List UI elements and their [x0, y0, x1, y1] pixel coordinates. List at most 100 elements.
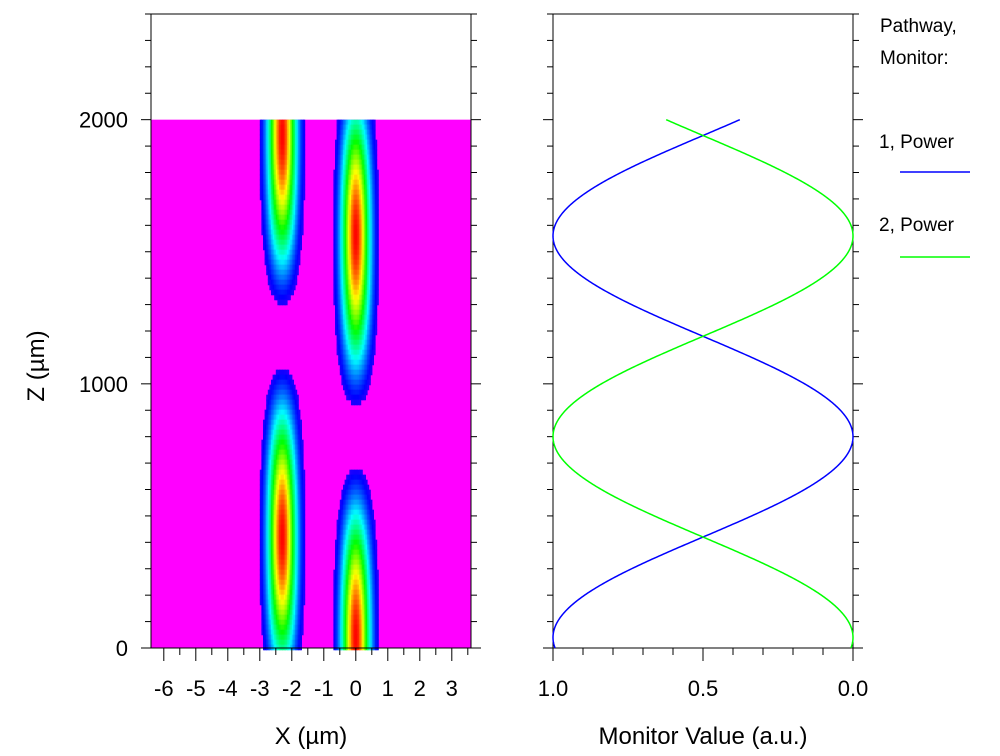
heatmap-cell	[269, 139, 272, 146]
heatmap-cell	[355, 559, 358, 566]
heatmap-cell	[344, 504, 347, 511]
heatmap-cell	[346, 359, 349, 366]
heatmap-cell	[344, 509, 347, 516]
heatmap-cell	[343, 159, 346, 166]
heatmap-cell	[336, 319, 339, 326]
heatmap-cell	[368, 554, 371, 561]
heatmap-cell	[266, 489, 269, 496]
heatmap-cell	[290, 604, 293, 611]
heatmap-cell	[285, 274, 288, 281]
heatmap-cell	[272, 624, 275, 631]
heatmap-cell	[296, 399, 299, 406]
heatmap-cell	[299, 524, 302, 531]
heatmap-cell	[335, 624, 338, 631]
heatmap-cell	[263, 559, 266, 566]
x-tick-label: -4	[218, 676, 238, 701]
heatmap-cell	[373, 119, 376, 126]
heatmap-cell	[351, 224, 354, 231]
heatmap-cell	[291, 229, 294, 236]
heatmap-cell	[285, 159, 288, 166]
heatmap-cell	[291, 264, 294, 271]
heatmap-cell	[275, 504, 278, 511]
heatmap-cell	[272, 384, 275, 391]
heatmap-cell	[295, 534, 298, 541]
heatmap-cell	[360, 294, 363, 301]
heatmap-cell	[349, 339, 352, 346]
heatmap-cell	[261, 609, 264, 616]
heatmap-cell	[279, 479, 282, 486]
heatmap-cell	[352, 119, 355, 126]
heatmap-cell	[259, 544, 262, 551]
heatmap-cell	[355, 314, 358, 321]
heatmap-cell	[375, 164, 378, 171]
heatmap-cell	[351, 524, 354, 531]
heatmap-cell	[298, 449, 301, 456]
heatmap-cell	[279, 384, 282, 391]
heatmap-cell	[279, 619, 282, 626]
heatmap-cell	[346, 234, 349, 241]
heatmap-cell	[346, 389, 349, 396]
heatmap-cell	[351, 269, 354, 276]
heatmap-cell	[357, 329, 360, 336]
heatmap-cell	[336, 144, 339, 151]
heatmap-cell	[354, 639, 357, 646]
heatmap-cell	[272, 629, 275, 636]
heatmap-cell	[371, 184, 374, 191]
heatmap-cell	[272, 509, 275, 516]
heatmap-cell	[291, 259, 294, 266]
heatmap-cell	[283, 289, 286, 296]
heatmap-cell	[341, 529, 344, 536]
heatmap-cell	[370, 634, 373, 641]
heatmap-cell	[338, 509, 341, 516]
heatmap-cell	[280, 294, 283, 301]
heatmap-cell	[283, 549, 286, 556]
heatmap-cell	[269, 189, 272, 196]
heatmap-cell	[343, 309, 346, 316]
heatmap-cell	[277, 284, 280, 291]
heatmap-cell	[355, 524, 358, 531]
heatmap-cell	[376, 629, 379, 636]
heatmap-cell	[275, 444, 278, 451]
heatmap-cell	[287, 419, 290, 426]
heatmap-cell	[266, 469, 269, 476]
heatmap-cell	[349, 624, 352, 631]
heatmap-cell	[360, 364, 363, 371]
heatmap-cell	[371, 259, 374, 266]
heatmap-cell	[263, 524, 266, 531]
heatmap-cell	[349, 184, 352, 191]
heatmap-cell	[355, 354, 358, 361]
heatmap-cell	[282, 564, 285, 571]
heatmap-cell	[335, 314, 338, 321]
heatmap-cell	[370, 274, 373, 281]
heatmap-cell	[370, 644, 373, 651]
heatmap-cell	[299, 589, 302, 596]
heatmap-cell	[275, 474, 278, 481]
heatmap-cell	[362, 174, 365, 181]
heatmap-cell	[298, 234, 301, 241]
heatmap-cell	[341, 214, 344, 221]
heatmap-cell	[360, 229, 363, 236]
heatmap-cell	[263, 204, 266, 211]
heatmap-cell	[271, 549, 274, 556]
heatmap-cell	[285, 239, 288, 246]
heatmap-cell	[269, 494, 272, 501]
heatmap-cell	[351, 399, 354, 406]
heatmap-cell	[285, 494, 288, 501]
heatmap-cell	[275, 269, 278, 276]
heatmap-cell	[354, 604, 357, 611]
heatmap-cell	[339, 519, 342, 526]
heatmap-cell	[338, 119, 341, 126]
heatmap-cell	[261, 449, 264, 456]
heatmap-cell	[298, 229, 301, 236]
heatmap-cell	[299, 419, 302, 426]
heatmap-cell	[343, 224, 346, 231]
heatmap-cell	[370, 174, 373, 181]
heatmap-cell	[352, 154, 355, 161]
heatmap-cell	[357, 579, 360, 586]
heatmap-cell	[288, 604, 291, 611]
heatmap-cell	[370, 354, 373, 361]
heatmap-cell	[363, 629, 366, 636]
heatmap-cell	[288, 209, 291, 216]
heatmap-cell	[261, 164, 264, 171]
heatmap-cell	[357, 509, 360, 516]
